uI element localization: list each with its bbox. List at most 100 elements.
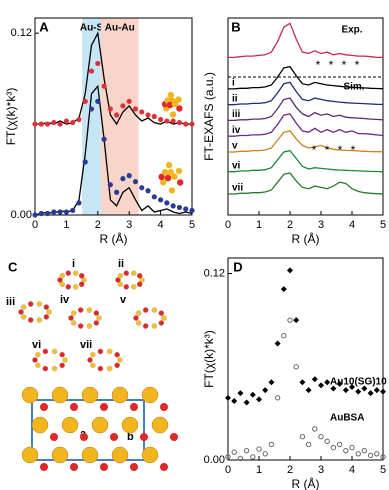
y-tick-label: 0.12 [204,267,225,279]
point [355,388,362,395]
point [318,382,324,389]
point [114,112,120,118]
atom [170,433,178,441]
atom [61,416,79,434]
point [361,447,368,454]
point [262,451,268,457]
atom [86,307,93,313]
atom [65,284,72,290]
x-tick-label: 2 [287,464,293,476]
point [32,121,38,127]
atom [160,463,168,471]
point [274,395,281,401]
atom [42,365,49,372]
point [312,426,318,432]
annotation: Exp. [341,25,362,36]
point [231,449,237,455]
point [225,454,231,460]
atom [161,315,167,321]
point [380,454,386,460]
atom [151,416,169,434]
atom [110,433,118,441]
structure-label: iii [6,296,15,308]
point [88,106,95,112]
atom [51,348,58,355]
atom [142,323,149,329]
series-label: ii [232,93,238,104]
atom [87,357,93,363]
point [126,173,132,179]
point [256,396,262,403]
point [343,447,349,454]
point [293,364,299,370]
point [305,441,312,448]
atom [72,284,79,290]
atom [151,323,158,329]
frame [227,257,384,461]
point [183,206,189,212]
point [76,200,82,206]
point [126,98,132,104]
atom [123,270,130,276]
series-label: vii [232,183,243,194]
atom [90,362,96,369]
point [101,83,107,89]
point [336,380,343,387]
atom [100,403,108,411]
x-tick-label: 5 [380,219,386,231]
atom [40,403,48,411]
atom [139,277,145,283]
atom [93,320,100,326]
y-tick-label: 0.00 [204,454,225,466]
atom [35,362,41,369]
atom [50,433,58,441]
frame [34,17,193,216]
atom [106,348,113,355]
point [101,136,107,142]
atom [140,433,148,441]
x-tick-label: 3 [318,464,324,476]
atom [42,348,49,355]
point [176,204,183,211]
point [367,390,374,397]
point [287,317,293,323]
point [70,119,76,126]
x-axis-label: R (Å) [100,231,128,246]
x-tick-label: 4 [158,219,164,231]
point [262,387,269,394]
atom [167,91,175,99]
atom [97,365,104,372]
atom [36,301,43,307]
annotation: * [355,58,360,72]
panel-label: C [8,259,18,274]
atom [111,446,129,464]
atom [164,174,172,182]
point [170,118,176,124]
annotation: * [312,143,317,157]
y-tick-label: 0.00 [11,209,32,221]
atom [20,314,27,320]
atom [77,323,84,329]
point [268,441,275,448]
point [281,332,287,339]
point [311,376,318,383]
point [349,444,355,451]
point [380,388,386,395]
point [120,176,126,182]
point [373,387,380,394]
point [299,379,306,386]
series-label: i [232,78,235,89]
series-line [228,130,384,153]
atom [51,386,69,404]
point [145,188,151,194]
x-tick-label: 2 [95,219,101,231]
structure-label: v [120,294,127,306]
x-tick-label: 0 [32,219,38,231]
series-line [228,149,384,173]
atom [90,351,96,358]
point [63,118,69,124]
y-axis-label: FT(χ(k)*k³) [4,88,18,146]
point [243,399,250,406]
point [183,121,189,127]
point [342,387,349,394]
